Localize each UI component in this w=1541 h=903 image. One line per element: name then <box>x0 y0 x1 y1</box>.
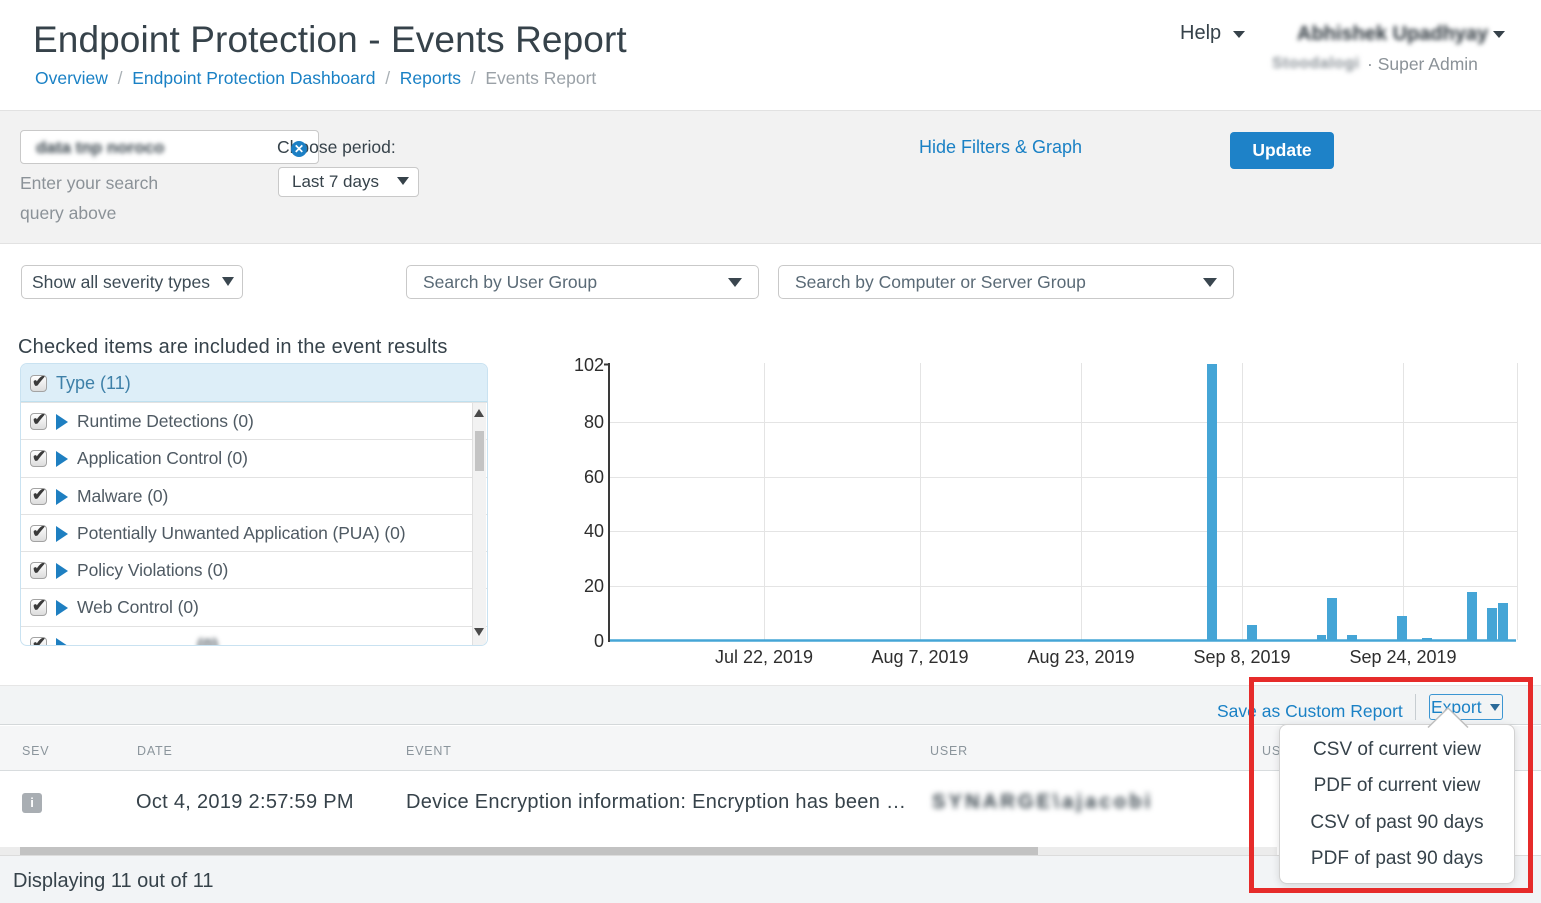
svg-text:0: 0 <box>594 631 604 651</box>
svg-text:Sep 8, 2019: Sep 8, 2019 <box>1193 647 1290 667</box>
svg-text:Aug 7, 2019: Aug 7, 2019 <box>871 647 968 667</box>
svg-text:102: 102 <box>574 355 604 375</box>
svg-text:Jul 22, 2019: Jul 22, 2019 <box>715 647 813 667</box>
svg-text:Aug 23, 2019: Aug 23, 2019 <box>1027 647 1134 667</box>
svg-text:80: 80 <box>584 412 604 432</box>
svg-text:20: 20 <box>584 576 604 596</box>
svg-text:40: 40 <box>584 521 604 541</box>
svg-text:Sep 24, 2019: Sep 24, 2019 <box>1349 647 1456 667</box>
svg-text:60: 60 <box>584 467 604 487</box>
